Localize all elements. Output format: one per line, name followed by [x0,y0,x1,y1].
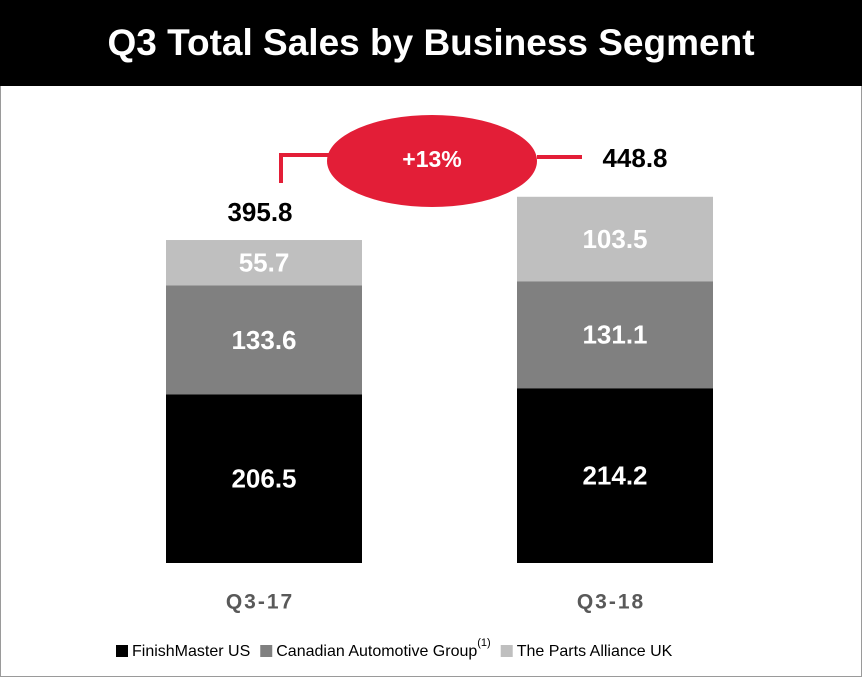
legend-label: Canadian Automotive Group [276,643,477,660]
legend-label: The Parts Alliance UK [517,643,673,660]
legend-note: (1) [477,637,490,649]
annotation-bubble [327,115,537,207]
total-label: 395.8 [227,197,292,227]
x-tick-label: Q3-17 [226,591,294,614]
title-bar [0,0,862,86]
x-tick-label: Q3-18 [577,591,645,614]
bar-segment [517,281,713,389]
annotation: +13% [402,146,461,172]
bar-segment [166,240,362,286]
bar-segment [166,394,362,563]
connector [279,153,330,183]
chart-title: Q3 Total Sales by Business Segment [107,22,754,63]
value-label: 133.6 [231,325,296,355]
value-label: 103.5 [582,224,647,254]
value-label: 55.7 [239,248,290,278]
legend-swatch [116,645,128,657]
value-label: 131.1 [582,320,647,350]
value-label: 206.5 [231,464,296,494]
bar-segment [517,388,713,563]
legend-swatch [500,645,513,657]
value-label: 214.2 [582,460,647,490]
bar-segment [166,285,362,395]
legend-swatch [260,645,273,657]
legend-label: FinishMaster US [132,643,250,660]
total-label: 448.8 [602,143,667,173]
bar-segment [517,196,713,282]
